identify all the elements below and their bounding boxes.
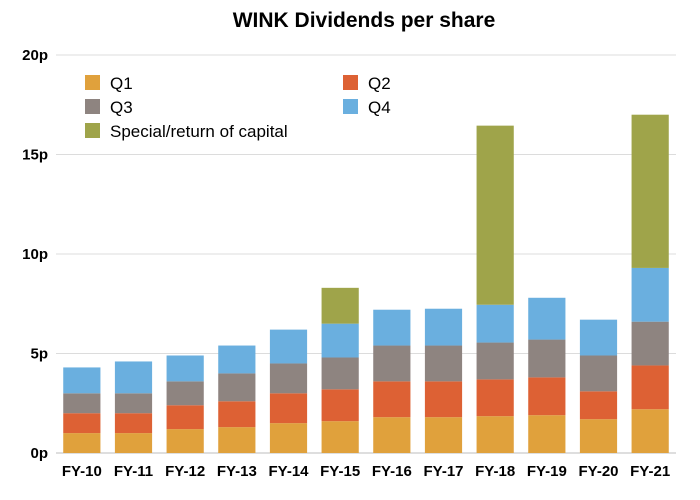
chart-title: WINK Dividends per share bbox=[233, 9, 496, 32]
bar-q4-fy-14 bbox=[269, 329, 308, 364]
bar-q2-fy-20 bbox=[579, 391, 618, 420]
bar-q1-fy-16 bbox=[373, 417, 411, 453]
bar-q4-fy-15 bbox=[321, 323, 359, 358]
bar-q1-fy-20 bbox=[579, 419, 618, 453]
bar-q2-fy-18 bbox=[476, 379, 514, 417]
bar-q3-fy-11 bbox=[114, 393, 153, 414]
x-tick-label: FY-18 bbox=[475, 463, 515, 480]
legend-swatch bbox=[85, 99, 100, 114]
bar-special-return-of-capital-fy-15 bbox=[321, 287, 359, 324]
bar-q3-fy-20 bbox=[579, 355, 618, 392]
bar-q1-fy-19 bbox=[528, 415, 566, 453]
bar-q3-fy-14 bbox=[269, 363, 308, 394]
y-tick-labels: 0p 5p 10p 15p 20p bbox=[22, 47, 48, 462]
legend-swatch bbox=[85, 123, 100, 138]
legend-swatch bbox=[85, 75, 100, 90]
bar-q2-fy-10 bbox=[63, 413, 101, 434]
x-tick-label: FY-13 bbox=[217, 463, 257, 480]
x-tick-labels: FY-10 FY-11 FY-12 FY-13 FY-14 FY-15 FY-16 FY-17… bbox=[62, 463, 670, 480]
y-tick-label: 10p bbox=[22, 246, 48, 263]
x-tick-label: FY-11 bbox=[114, 463, 153, 480]
x-tick-label: FY-10 bbox=[62, 463, 102, 480]
bar-q4-fy-21 bbox=[631, 267, 669, 322]
bar-q4-fy-20 bbox=[579, 319, 618, 356]
bar-q2-fy-12 bbox=[166, 405, 204, 430]
bar-q3-fy-13 bbox=[218, 373, 256, 402]
bar-q1-fy-18 bbox=[476, 416, 514, 453]
bar-q2-fy-17 bbox=[424, 381, 463, 418]
bar-q3-fy-18 bbox=[476, 342, 514, 380]
bar-q2-fy-16 bbox=[373, 381, 411, 418]
bar-q3-fy-15 bbox=[321, 357, 359, 390]
bar-q3-fy-17 bbox=[424, 345, 463, 382]
bar-q4-fy-17 bbox=[424, 308, 463, 346]
x-tick-label: FY-19 bbox=[527, 463, 567, 480]
x-tick-label: FY-21 bbox=[630, 463, 670, 480]
bar-q4-fy-13 bbox=[218, 345, 256, 374]
bar-q2-fy-14 bbox=[269, 393, 308, 424]
bar-q2-fy-11 bbox=[114, 413, 153, 434]
bar-q1-fy-10 bbox=[63, 433, 101, 453]
y-tick-label: 15p bbox=[22, 147, 48, 164]
legend-swatch bbox=[343, 99, 358, 114]
bar-special-return-of-capital-fy-21 bbox=[631, 114, 669, 268]
legend-label: Q2 bbox=[368, 74, 391, 93]
bar-q1-fy-14 bbox=[269, 423, 308, 453]
bar-q4-fy-10 bbox=[63, 367, 101, 394]
x-tick-label: FY-14 bbox=[268, 463, 309, 480]
bar-q1-fy-12 bbox=[166, 429, 204, 453]
gridlines bbox=[56, 54, 676, 454]
bar-q4-fy-12 bbox=[166, 355, 204, 382]
bars bbox=[63, 114, 669, 453]
bar-q1-fy-17 bbox=[424, 417, 463, 453]
bar-q3-fy-19 bbox=[528, 339, 566, 378]
legend-label: Q3 bbox=[110, 98, 133, 117]
bar-q4-fy-11 bbox=[114, 361, 153, 394]
y-tick-label: 0p bbox=[30, 445, 48, 462]
bar-q3-fy-21 bbox=[631, 321, 669, 366]
x-tick-label: FY-15 bbox=[320, 463, 360, 480]
bar-q1-fy-11 bbox=[114, 433, 153, 453]
bar-q1-fy-15 bbox=[321, 421, 359, 453]
y-tick-label: 20p bbox=[22, 47, 48, 64]
legend-swatch bbox=[343, 75, 358, 90]
bar-q4-fy-19 bbox=[528, 297, 566, 340]
bar-q4-fy-16 bbox=[373, 309, 411, 346]
legend: Q1 Q2 Q3 Q4 Special/return of capital bbox=[85, 74, 391, 141]
bar-q3-fy-12 bbox=[166, 381, 204, 406]
x-tick-label: FY-20 bbox=[578, 463, 618, 480]
x-tick-label: FY-12 bbox=[165, 463, 205, 480]
x-tick-label: FY-16 bbox=[372, 463, 412, 480]
bar-q2-fy-13 bbox=[218, 401, 256, 428]
bar-special-return-of-capital-fy-18 bbox=[476, 125, 514, 305]
legend-label: Q1 bbox=[110, 74, 133, 93]
bar-q1-fy-21 bbox=[631, 409, 669, 453]
bar-q3-fy-10 bbox=[63, 393, 101, 414]
y-tick-label: 5p bbox=[30, 346, 48, 363]
bar-q3-fy-16 bbox=[373, 345, 411, 382]
legend-label: Q4 bbox=[368, 98, 391, 117]
bar-q2-fy-15 bbox=[321, 389, 359, 422]
bar-q2-fy-19 bbox=[528, 377, 566, 416]
bar-q1-fy-13 bbox=[218, 427, 256, 453]
legend-label: Special/return of capital bbox=[110, 122, 288, 141]
bar-q4-fy-18 bbox=[476, 304, 514, 343]
x-tick-label: FY-17 bbox=[423, 463, 463, 480]
bar-q2-fy-21 bbox=[631, 365, 669, 410]
